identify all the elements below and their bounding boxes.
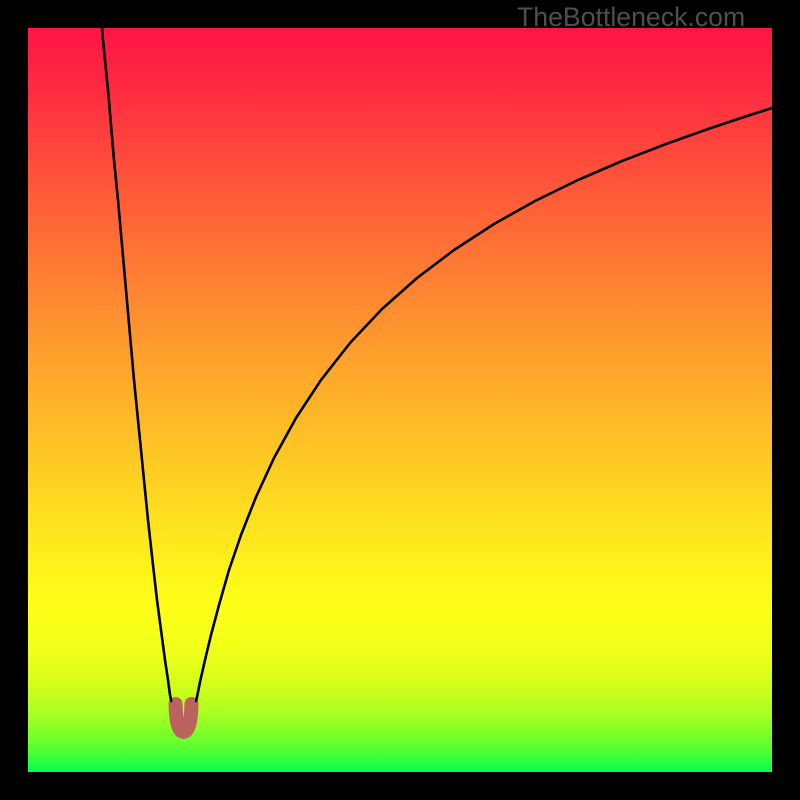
bottleneck-chart <box>0 0 800 800</box>
chart-stage: TheBottleneck.com <box>0 0 800 800</box>
plot-background <box>28 28 772 772</box>
